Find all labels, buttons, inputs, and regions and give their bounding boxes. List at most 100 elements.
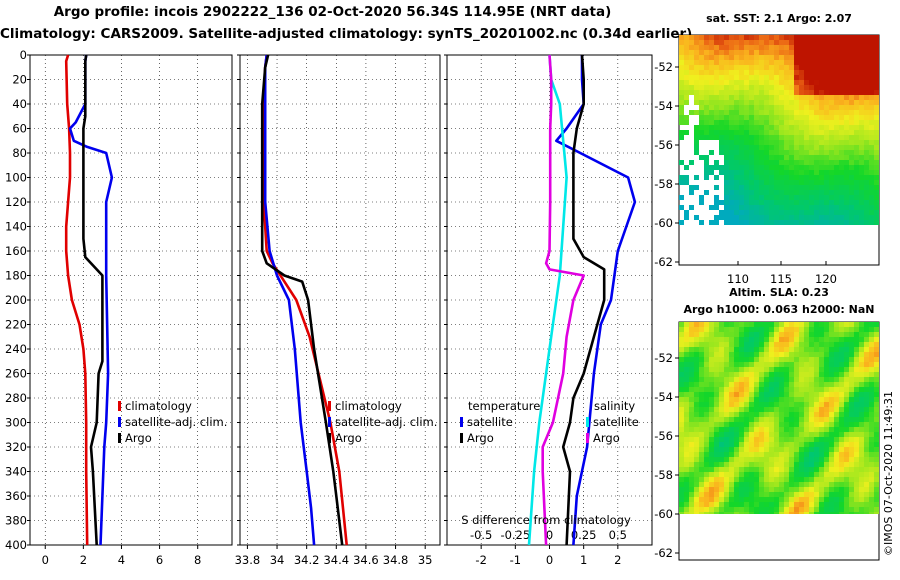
sst-cell <box>809 75 814 80</box>
sla-cell <box>804 372 809 377</box>
sst-cell <box>849 150 854 155</box>
sla-cell <box>714 322 719 327</box>
sst-cell <box>809 65 814 70</box>
sla-cell <box>704 367 709 372</box>
sst-cell <box>849 180 854 185</box>
sla-cell <box>804 427 809 432</box>
sla-cell <box>759 362 764 367</box>
sst-cell <box>734 35 739 40</box>
sla-cell <box>854 442 859 447</box>
sla-cell <box>694 377 699 382</box>
sla-cell <box>829 487 834 492</box>
sla-cell <box>849 332 854 337</box>
sst-cell <box>819 65 824 70</box>
sla-cell <box>724 417 729 422</box>
sst-cell <box>784 40 789 45</box>
sst-cell <box>864 90 869 95</box>
sla-cell <box>749 412 754 417</box>
sla-cell <box>824 337 829 342</box>
sla-cell <box>829 502 834 507</box>
sst-cell <box>744 165 749 170</box>
sla-cell <box>724 437 729 442</box>
sla-cell <box>744 397 749 402</box>
sst-cell <box>854 55 859 60</box>
sla-cell <box>844 377 849 382</box>
sst-cell <box>869 155 874 160</box>
sst-cell <box>784 150 789 155</box>
sst-cell <box>759 190 764 195</box>
sst-cell <box>764 50 769 55</box>
sla-cell <box>754 502 759 507</box>
sla-cell <box>739 362 744 367</box>
sla-cell <box>739 422 744 427</box>
sst-cell <box>799 125 804 130</box>
sla-cell <box>789 447 794 452</box>
sla-cell <box>804 457 809 462</box>
sst-cell <box>764 175 769 180</box>
sst-cell <box>739 205 744 210</box>
sla-cell <box>699 372 704 377</box>
sst-cell <box>794 130 799 135</box>
series-line-argo <box>82 54 104 546</box>
sla-cell <box>679 327 684 332</box>
sst-cell <box>759 95 764 100</box>
sst-cell <box>739 85 744 90</box>
sst-cell <box>859 40 864 45</box>
sst-cell <box>864 175 869 180</box>
sla-cell <box>709 437 714 442</box>
sla-cell <box>874 327 879 332</box>
sst-cell <box>749 35 754 40</box>
sla-cell <box>834 432 839 437</box>
sla-cell <box>869 372 874 377</box>
sst-cell <box>734 140 739 145</box>
sst-cell <box>724 60 729 65</box>
sla-cell <box>824 357 829 362</box>
sst-cell <box>804 35 809 40</box>
sst-cell <box>844 115 849 120</box>
sst-cell <box>754 90 759 95</box>
sla-cell <box>689 507 694 512</box>
sst-cell <box>734 190 739 195</box>
sla-cell <box>849 452 854 457</box>
sla-cell <box>699 397 704 402</box>
sla-cell <box>864 412 869 417</box>
sla-cell <box>789 417 794 422</box>
sla-cell <box>874 337 879 342</box>
sla-cell <box>759 412 764 417</box>
sla-cell <box>719 372 724 377</box>
sst-cell <box>744 95 749 100</box>
sla-cell <box>679 342 684 347</box>
sla-cell <box>859 452 864 457</box>
sst-cell <box>814 180 819 185</box>
sst-cell <box>754 155 759 160</box>
sst-cell <box>749 215 754 220</box>
sla-cell <box>829 452 834 457</box>
sla-cell <box>774 367 779 372</box>
sla-cell <box>704 327 709 332</box>
difference-legend-salinity: salinity satellite Argo <box>586 399 639 445</box>
sla-cell <box>794 512 799 514</box>
sst-cell <box>714 135 719 140</box>
x-tick-label: 34.2 <box>294 553 320 567</box>
sst-cell <box>794 185 799 190</box>
sla-cell <box>704 322 709 327</box>
sst-cell <box>724 95 729 100</box>
sst-cell <box>724 105 729 110</box>
sla-cell <box>724 367 729 372</box>
sst-cell <box>829 140 834 145</box>
sla-cell <box>809 337 814 342</box>
sst-cell <box>699 125 704 130</box>
sla-cell <box>804 502 809 507</box>
sst-cell <box>679 70 684 75</box>
sla-cell <box>744 412 749 417</box>
sla-cell <box>699 497 704 502</box>
sla-cell <box>784 452 789 457</box>
sst-cell <box>699 90 704 95</box>
sla-cell <box>774 372 779 377</box>
sla-cell <box>779 417 784 422</box>
sla-cell <box>754 467 759 472</box>
sst-cell <box>799 65 804 70</box>
sst-cell <box>744 190 749 195</box>
sst-cell <box>784 220 789 225</box>
sla-cell <box>784 372 789 377</box>
